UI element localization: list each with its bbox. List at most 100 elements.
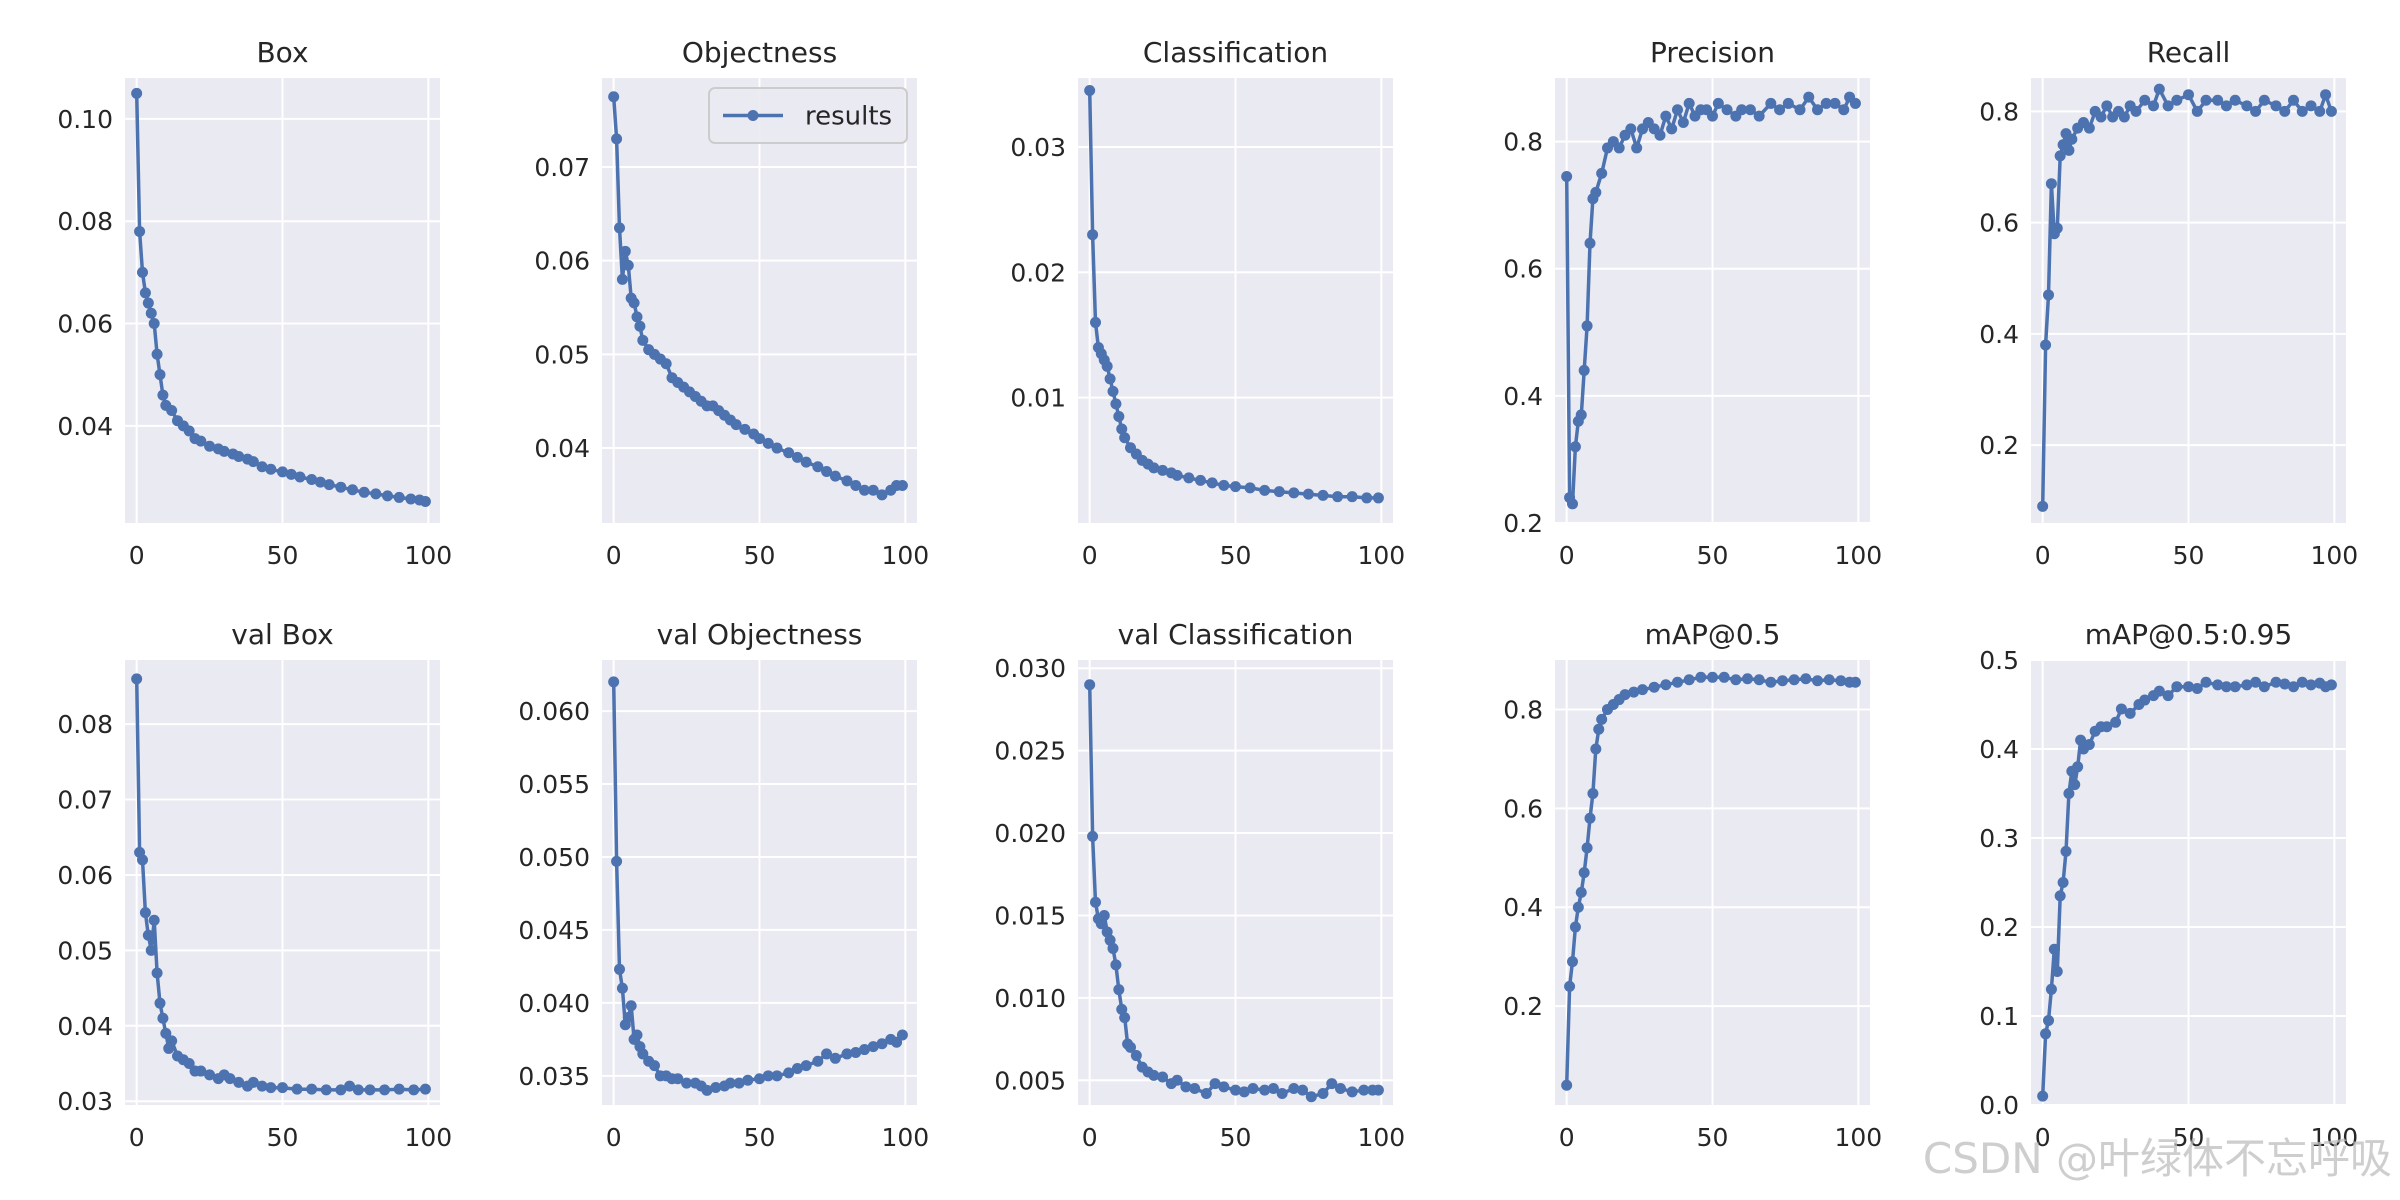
subplot-title: val Objectness [657, 618, 863, 651]
x-tick-label: 100 [881, 541, 929, 570]
data-point [637, 334, 649, 346]
legend: results [708, 87, 908, 144]
data-point [134, 225, 146, 237]
x-tick-label: 0 [1559, 1123, 1575, 1152]
data-point [1777, 675, 1788, 687]
data-point [195, 1065, 207, 1077]
y-tick-label: 0.05 [534, 340, 590, 369]
y-tick-label: 0.04 [534, 434, 590, 463]
data-point [2200, 94, 2212, 106]
legend-label: results [805, 102, 892, 132]
data-point [1157, 464, 1169, 476]
data-point [166, 1035, 178, 1047]
data-point [151, 967, 163, 979]
data-point [2040, 339, 2052, 351]
data-point [1648, 681, 1660, 693]
data-point [1596, 713, 1608, 725]
data-point [2075, 734, 2087, 746]
data-point [1654, 129, 1666, 141]
data-point [1788, 674, 1800, 686]
data-point [812, 1055, 824, 1067]
data-point [2118, 111, 2130, 123]
data-point [631, 1029, 643, 1041]
data-point [812, 461, 824, 473]
data-point [616, 273, 628, 285]
data-point [622, 1011, 634, 1023]
data-point [1084, 85, 1096, 97]
x-tick-label: 50 [1697, 541, 1729, 570]
y-tick-label: 0.4 [1503, 382, 1543, 411]
data-point [1113, 410, 1125, 422]
data-point [2037, 1090, 2049, 1102]
data-point [2314, 105, 2326, 117]
data-point [614, 222, 625, 234]
data-point [2162, 690, 2174, 702]
data-point [148, 914, 160, 926]
data-point [2054, 890, 2066, 902]
data-point [2220, 100, 2232, 112]
data-point [265, 1082, 277, 1094]
data-point [739, 423, 751, 435]
data-point [1125, 1041, 1136, 1053]
data-point [131, 87, 143, 99]
data-point [701, 1084, 713, 1096]
data-point [2212, 679, 2224, 691]
data-point [1800, 673, 1812, 685]
data-point [314, 476, 326, 488]
subplot-title: mAP@0.5 [1645, 618, 1781, 651]
subplot-title: mAP@0.5:0.95 [2085, 618, 2293, 651]
data-point [1765, 97, 1777, 109]
data-point [335, 481, 347, 493]
data-point [277, 1082, 288, 1094]
data-point [2229, 681, 2241, 693]
data-point [1575, 409, 1587, 421]
data-point [154, 997, 166, 1009]
data-point [1849, 676, 1861, 688]
data-point [1372, 1084, 1384, 1096]
data-point [1107, 942, 1119, 954]
data-point [829, 470, 841, 482]
data-point [783, 447, 795, 459]
data-point [896, 480, 908, 492]
x-tick-label: 100 [2310, 541, 2358, 570]
x-tick-label: 0 [129, 541, 145, 570]
subplot-title: Precision [1650, 36, 1775, 69]
data-point [2279, 105, 2291, 117]
data-point [2101, 721, 2113, 733]
data-point [1346, 1086, 1358, 1098]
y-tick-label: 0.025 [994, 737, 1066, 766]
data-point [2200, 676, 2212, 688]
data-point [2066, 133, 2078, 145]
data-point [1572, 901, 1584, 913]
data-point [1130, 1050, 1142, 1062]
y-tick-label: 0.08 [57, 710, 113, 739]
data-point [2153, 685, 2165, 697]
data-point [233, 451, 245, 463]
data-point [896, 1029, 908, 1041]
data-point [628, 297, 640, 309]
data-point [2115, 703, 2127, 715]
y-tick-label: 0.01 [1010, 384, 1066, 413]
csdn-watermark: CSDN @叶绿体不忘呼吸 [1922, 1134, 2392, 1183]
data-point [841, 475, 853, 487]
data-point [256, 461, 268, 473]
data-point [2139, 694, 2151, 706]
data-point [148, 318, 160, 330]
y-tick-label: 0.03 [1010, 133, 1066, 162]
data-point [1358, 1084, 1370, 1096]
data-point [218, 445, 230, 457]
data-point [649, 1060, 660, 1072]
data-point [850, 1046, 862, 1058]
y-tick-label: 0.05 [57, 936, 113, 965]
data-point [841, 1048, 853, 1060]
data-point [1660, 679, 1672, 691]
data-point [1206, 477, 1218, 489]
data-point [2054, 150, 2066, 162]
data-point [1098, 909, 1110, 921]
data-point [2270, 676, 2282, 688]
data-point [2095, 111, 2107, 123]
data-point [137, 266, 148, 278]
x-tick-label: 50 [2173, 1123, 2205, 1152]
x-tick-label: 100 [1834, 1123, 1882, 1152]
